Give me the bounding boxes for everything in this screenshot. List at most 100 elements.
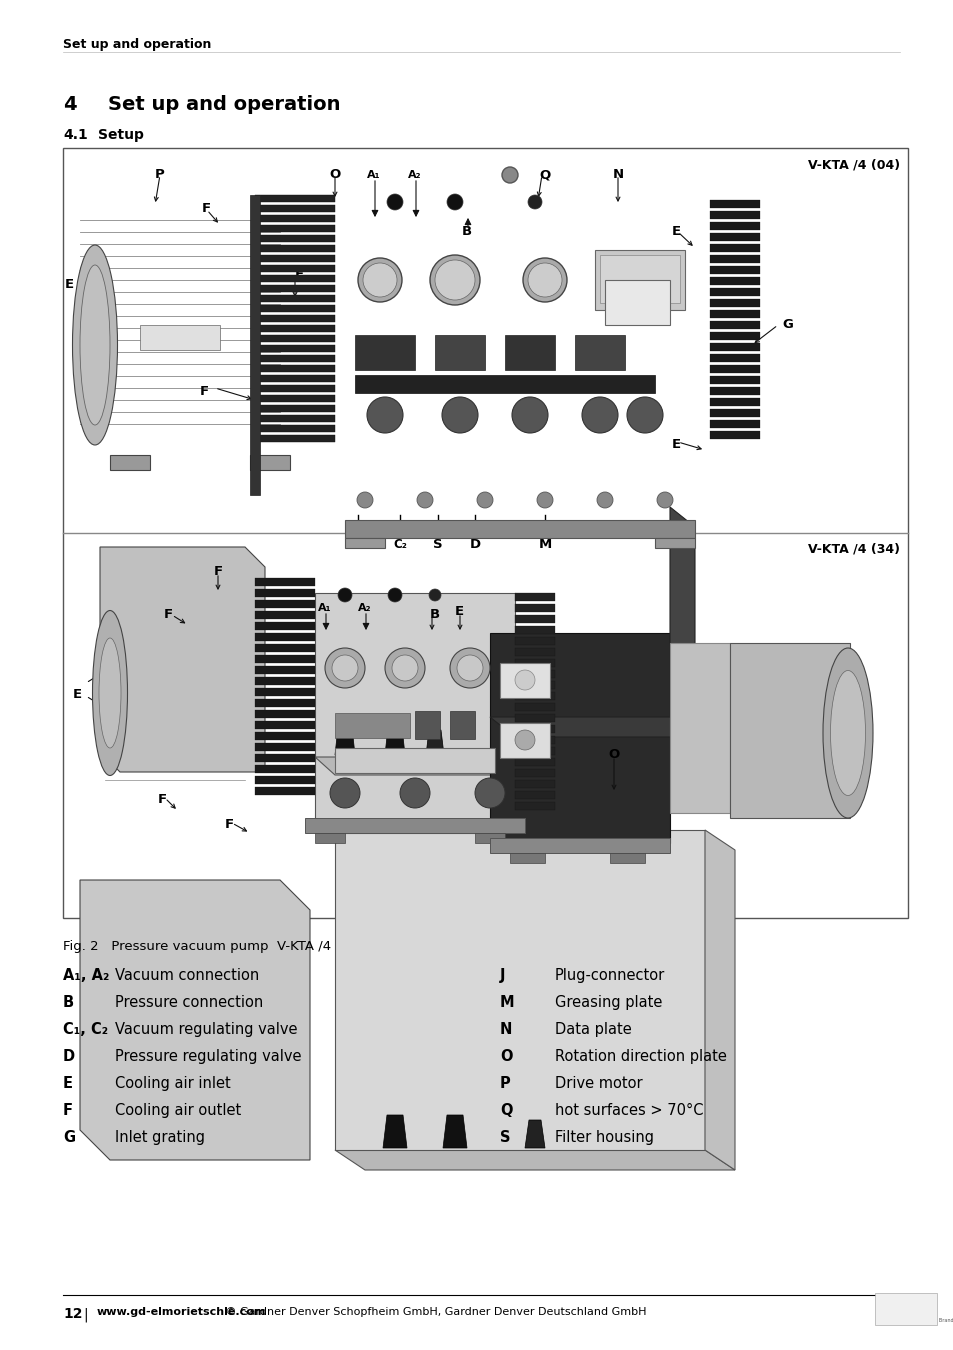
Circle shape	[385, 648, 424, 688]
Circle shape	[399, 778, 430, 809]
Text: A₂: A₂	[408, 170, 421, 180]
Bar	[515, 670, 555, 678]
Bar	[515, 757, 555, 765]
Circle shape	[512, 397, 547, 433]
Text: N: N	[612, 167, 623, 181]
Circle shape	[501, 167, 517, 184]
Text: P: P	[155, 167, 165, 181]
Circle shape	[527, 194, 541, 209]
Text: O: O	[608, 748, 619, 761]
Circle shape	[476, 491, 493, 508]
Bar	[490, 838, 669, 853]
Bar	[254, 255, 335, 262]
Bar	[254, 414, 335, 423]
Circle shape	[430, 255, 479, 305]
Bar	[709, 234, 760, 242]
Bar	[709, 387, 760, 396]
Text: D: D	[469, 539, 480, 551]
Bar	[515, 648, 555, 656]
Bar	[254, 710, 314, 718]
Bar	[63, 148, 907, 918]
Bar	[355, 335, 415, 370]
Bar	[709, 398, 760, 406]
Bar	[254, 425, 335, 432]
Polygon shape	[335, 728, 355, 755]
Bar	[254, 205, 335, 212]
Bar	[140, 325, 220, 350]
Bar	[254, 743, 314, 751]
Bar	[709, 332, 760, 340]
Bar	[254, 644, 314, 652]
Ellipse shape	[822, 648, 872, 818]
Bar	[599, 255, 679, 302]
Text: A₂: A₂	[357, 603, 371, 613]
Bar	[254, 305, 335, 312]
Bar	[515, 736, 555, 744]
Bar	[345, 539, 385, 548]
Bar	[254, 296, 335, 302]
Circle shape	[597, 491, 613, 508]
Text: hot surfaces > 70°C: hot surfaces > 70°C	[555, 1103, 702, 1118]
Bar	[254, 655, 314, 663]
Bar	[450, 711, 475, 738]
Text: F: F	[294, 269, 304, 281]
Bar	[250, 455, 290, 470]
Bar	[355, 375, 655, 393]
Bar	[335, 748, 495, 774]
Text: J: J	[499, 968, 505, 983]
Text: N: N	[499, 1022, 512, 1037]
Text: Set up and operation: Set up and operation	[108, 95, 340, 113]
Circle shape	[330, 778, 359, 809]
Circle shape	[537, 491, 553, 508]
Circle shape	[522, 258, 566, 302]
Bar	[515, 769, 555, 778]
Circle shape	[515, 670, 535, 690]
Polygon shape	[100, 547, 265, 772]
Text: |: |	[83, 1307, 88, 1322]
Bar	[515, 616, 555, 622]
Text: Rotation direction plate: Rotation direction plate	[555, 1049, 726, 1064]
Text: F: F	[63, 1103, 73, 1118]
Bar	[504, 335, 555, 370]
Bar	[709, 266, 760, 274]
Circle shape	[357, 258, 401, 302]
Bar	[254, 721, 314, 729]
Bar	[254, 405, 335, 412]
Text: O: O	[329, 167, 340, 181]
Bar	[254, 335, 335, 342]
Ellipse shape	[92, 610, 128, 775]
Bar	[515, 802, 555, 810]
Bar	[254, 699, 314, 707]
Bar	[254, 346, 335, 352]
Bar	[515, 626, 555, 634]
Circle shape	[447, 194, 462, 211]
Text: A₁: A₁	[317, 603, 331, 613]
Text: F: F	[202, 202, 211, 215]
Text: S: S	[433, 539, 442, 551]
Bar	[499, 663, 550, 698]
Text: Set up and operation: Set up and operation	[63, 38, 212, 51]
Polygon shape	[382, 1115, 407, 1148]
Circle shape	[475, 778, 504, 809]
Text: S: S	[499, 1130, 510, 1145]
Text: F: F	[225, 818, 233, 832]
Circle shape	[657, 491, 672, 508]
Text: A Gardner Denver Brand: A Gardner Denver Brand	[892, 1318, 953, 1323]
Circle shape	[325, 648, 365, 688]
Bar	[254, 364, 335, 373]
Circle shape	[388, 589, 401, 602]
Bar	[254, 194, 335, 202]
Bar	[515, 659, 555, 667]
Ellipse shape	[72, 244, 117, 446]
Circle shape	[392, 655, 417, 680]
Text: F: F	[200, 385, 209, 398]
Bar	[709, 409, 760, 417]
Bar	[575, 335, 624, 370]
Bar	[709, 221, 760, 230]
Text: Inlet grating: Inlet grating	[115, 1130, 205, 1145]
Text: Cooling air inlet: Cooling air inlet	[115, 1076, 231, 1091]
Bar	[709, 255, 760, 263]
Bar	[515, 593, 555, 601]
Bar	[314, 833, 345, 842]
Bar	[515, 791, 555, 799]
